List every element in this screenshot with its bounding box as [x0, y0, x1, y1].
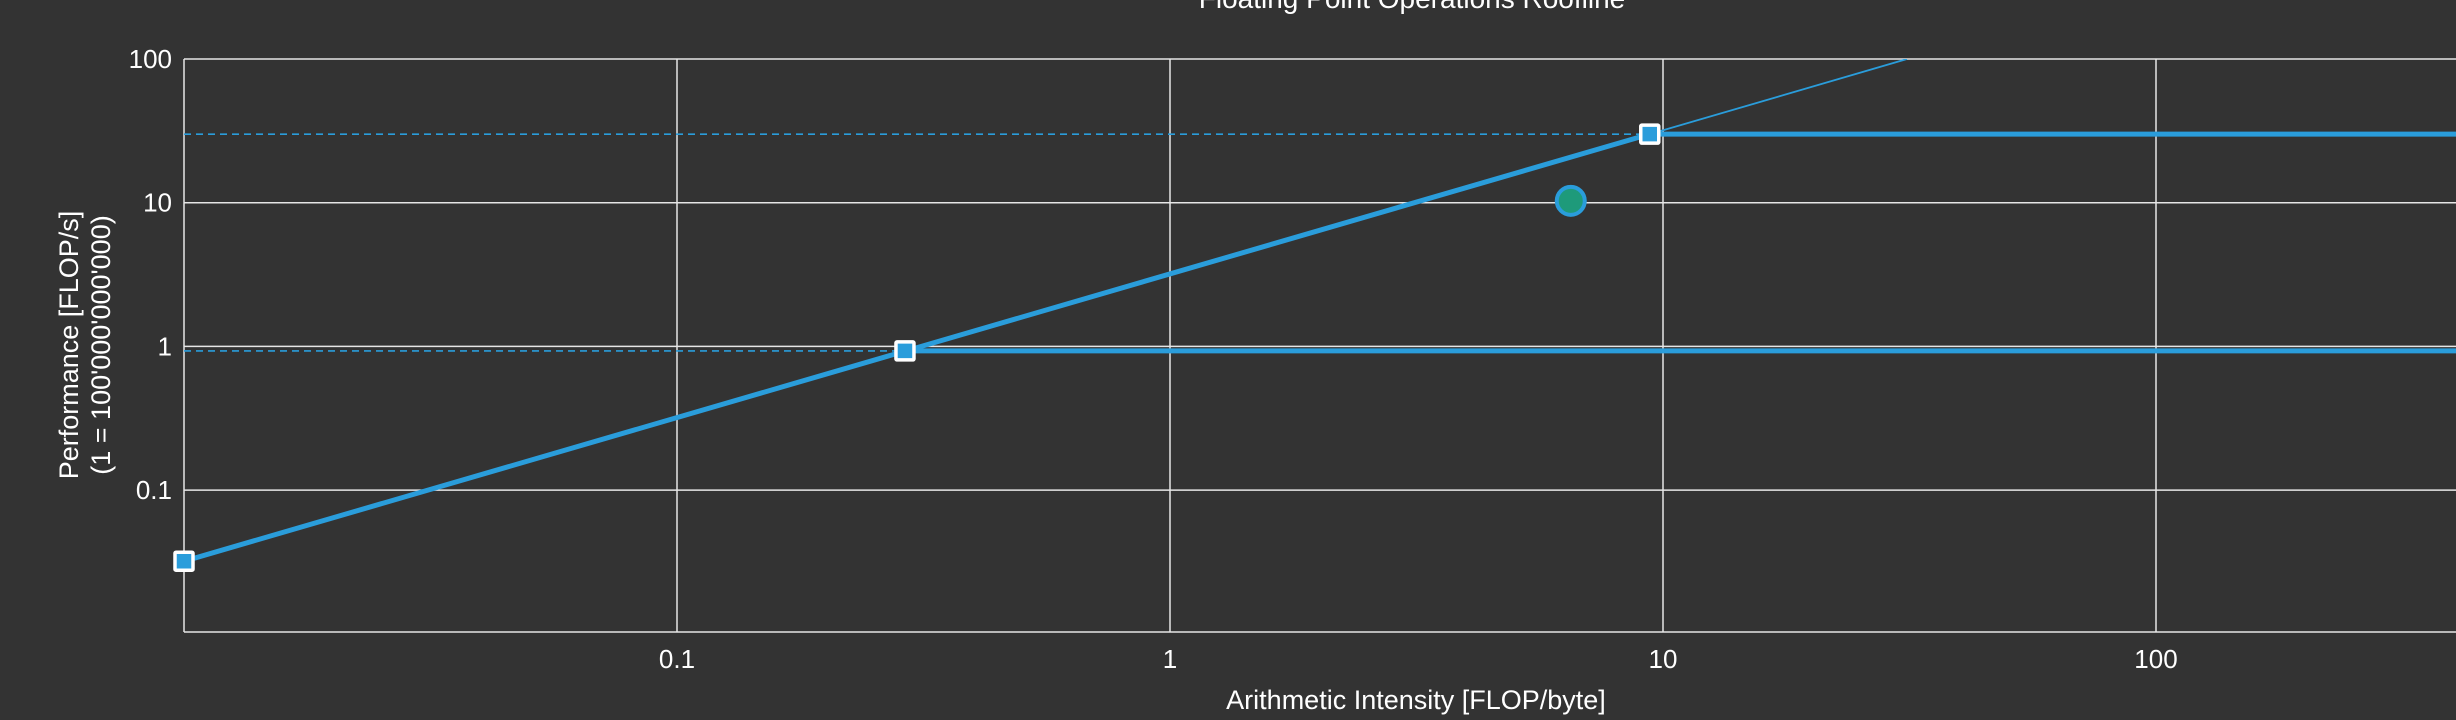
x-tick-label: 0.1 [659, 644, 695, 674]
roof-lines [184, 59, 2456, 564]
ridge-point-marker [894, 340, 916, 362]
markers [173, 123, 1661, 572]
x-tick-label: 100 [2134, 644, 2177, 674]
y-tick-label: 10 [143, 188, 172, 218]
y-tick-label: 1 [158, 331, 172, 361]
x-tick-label: 1 [1163, 644, 1177, 674]
y-tick-label: 100 [129, 44, 172, 74]
ridge-point-marker [1639, 123, 1661, 145]
y-tick-label: 0.1 [136, 475, 172, 505]
ridge-point-marker [173, 550, 195, 572]
y-axis-title: Performance [FLOP/s] [54, 211, 84, 480]
x-tick-label: 10 [1649, 644, 1678, 674]
kernel-point [1554, 184, 1587, 217]
memory-roof-extension-line [1649, 59, 1908, 136]
y-axis-subtitle: (1 = 100'000'000'000) [86, 215, 116, 474]
tick-labels: 0.1 1 10 100 0.1 1 10 100 [129, 44, 2178, 674]
x-axis-title: Arithmetic Intensity [FLOP/byte] [1226, 685, 1606, 715]
grid [183, 58, 2456, 633]
chart-title: Floating Point Operations Roofline [1199, 0, 1625, 14]
reference-lines [184, 133, 1650, 352]
y-axis-title-group: Performance [FLOP/s] (1 = 100'000'000'00… [54, 211, 116, 480]
memory-roof-line [184, 131, 1653, 564]
